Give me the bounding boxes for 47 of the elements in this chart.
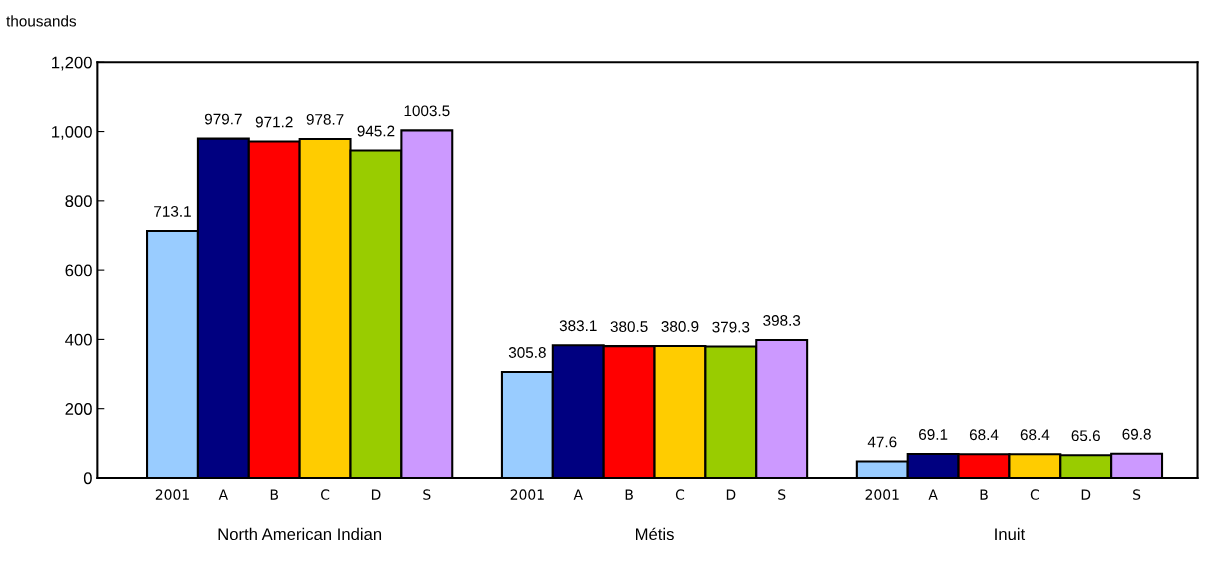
y-tick-label: 600 (65, 264, 92, 277)
data-label: 713.1 (154, 205, 191, 217)
series-label: S (423, 489, 431, 500)
x-tick-label: Inuit (995, 527, 1026, 541)
y-tick-label: 0 (83, 472, 92, 485)
text: S (778, 489, 786, 500)
text: 2001 (865, 489, 899, 500)
data-label: 380.9 (661, 321, 699, 332)
data-label: 971.2 (255, 116, 293, 128)
data-label: 979.7 (204, 113, 242, 125)
text: D (1081, 489, 1091, 500)
text: A (573, 489, 583, 500)
data-label: 379.3 (712, 321, 750, 333)
series-label: 2001 (155, 489, 189, 500)
text: 2001 (510, 489, 544, 500)
data-label: 69.8 (1122, 428, 1151, 440)
data-label: 1003.5 (404, 105, 450, 117)
data-label: 47.6 (867, 436, 897, 448)
data-label: 68.4 (1020, 429, 1050, 441)
series-label: D (371, 489, 381, 500)
text: C (1030, 489, 1039, 500)
y-tick-label: 400 (65, 333, 92, 346)
data-label: 978.7 (306, 113, 344, 125)
y-tick-label: 1,000 (52, 125, 92, 140)
text: C (675, 489, 685, 500)
data-label: 383.1 (559, 320, 597, 332)
x-tick-label: North American Indian (218, 527, 382, 541)
text: B (980, 489, 988, 500)
text: A (928, 489, 938, 500)
text: B (625, 489, 633, 500)
data-label: 65.6 (1071, 430, 1100, 442)
data-label: 69.1 (919, 429, 948, 440)
data-label: 945.2 (357, 125, 395, 137)
y-tick-label: 200 (65, 403, 92, 415)
series-label: C (321, 489, 330, 500)
data-label: 398.3 (763, 315, 801, 326)
data-label: 68.4 (969, 429, 999, 441)
data-label: 305.8 (508, 347, 546, 358)
text: D (726, 489, 736, 500)
data-label: 380.5 (610, 321, 648, 333)
series-label: A (218, 489, 228, 500)
y-tick-label: 1,200 (52, 56, 92, 71)
text: S (1133, 489, 1141, 500)
y-axis-title: thousands (6, 15, 77, 27)
y-tick-label: 800 (65, 195, 92, 208)
x-tick-label: Métis (636, 527, 674, 541)
series-label: B (270, 489, 278, 500)
